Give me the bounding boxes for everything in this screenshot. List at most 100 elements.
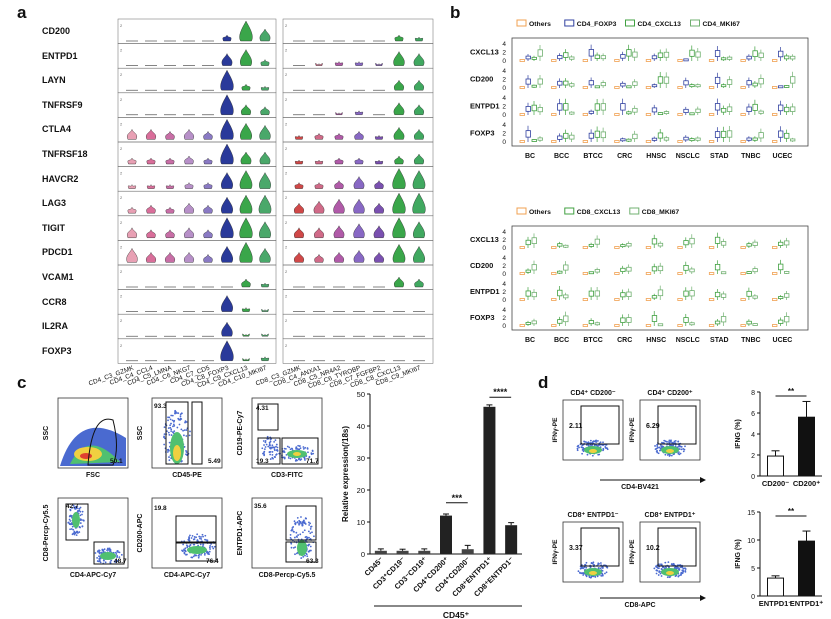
- boxplot-box: [772, 86, 778, 89]
- boxplot-box: [708, 272, 715, 275]
- boxplot-box: [525, 130, 531, 138]
- violin-cd8: [394, 276, 404, 288]
- boxplot-box: [663, 76, 670, 84]
- flow-dot: [72, 504, 75, 507]
- flow-dot: [269, 451, 272, 453]
- y-tick-label: 30: [357, 454, 365, 463]
- flow-dot: [202, 543, 204, 546]
- violin-cd8: [412, 170, 426, 189]
- flow-gate: [281, 437, 319, 465]
- boxplot-box: [582, 86, 589, 89]
- flow-dot: [674, 566, 677, 569]
- cancer-label: STAD: [710, 153, 729, 160]
- y-tick-label: 5: [751, 566, 755, 573]
- flow-dot: [174, 409, 177, 412]
- flow-dot: [596, 575, 599, 578]
- violin-cd4: [222, 34, 232, 42]
- violin-cd4: [146, 251, 156, 263]
- boxplot-box: [657, 112, 664, 116]
- boxplot-box: [778, 85, 784, 89]
- cancer-label: HNSC: [646, 337, 666, 344]
- axis-tick: 2: [120, 244, 123, 249]
- flow-dot: [585, 441, 587, 443]
- legend-swatch: [516, 207, 527, 215]
- boxplot-box: [708, 298, 715, 301]
- cancer-label: TNBC: [741, 153, 760, 160]
- boxplot-box: [740, 140, 746, 143]
- flow-dot: [656, 445, 659, 447]
- violin-cd4: [127, 206, 137, 214]
- violin-cd4: [260, 58, 270, 66]
- flow-dot: [289, 534, 292, 536]
- flow-dot: [176, 426, 179, 429]
- boxplot-box: [551, 140, 557, 143]
- flow-dot: [197, 556, 200, 559]
- violin-cd4: [261, 356, 269, 361]
- violin-cd4: [220, 69, 234, 91]
- flow-dot: [79, 526, 81, 529]
- flow-dot: [183, 548, 185, 551]
- axis-tick: 2: [285, 146, 288, 151]
- axis-tick: 2: [285, 269, 288, 274]
- violin-cd4: [165, 157, 175, 165]
- boxplot-gene-label: ENTPD1: [470, 102, 500, 111]
- flow-dot: [197, 544, 200, 547]
- boxplot-box: [557, 135, 563, 140]
- boxplot-ytick: 0: [502, 245, 506, 252]
- boxplot-box: [752, 82, 758, 87]
- boxplot-box: [557, 243, 563, 247]
- flow-dot: [290, 528, 293, 531]
- flow-dot: [659, 444, 662, 446]
- flow-dot: [303, 529, 306, 532]
- flow-dot: [275, 454, 277, 456]
- gene-label: ENTPD1: [42, 50, 78, 61]
- axis-tick: 2: [285, 171, 288, 176]
- boxplot-ytick: 4: [502, 41, 506, 48]
- flow-density: [297, 540, 307, 556]
- violin-cd8: [295, 134, 303, 140]
- boxplot-box: [714, 131, 721, 138]
- boxplot-box: [557, 80, 563, 86]
- violin-cd4: [220, 143, 234, 165]
- flow-dot: [304, 554, 306, 557]
- flow-dot: [200, 536, 202, 538]
- boxplot-box: [531, 139, 537, 142]
- violin-cd4: [259, 247, 271, 263]
- violin-cd4: [165, 229, 175, 238]
- boxplot-box: [600, 131, 607, 139]
- boxplot-ytick: 4: [502, 255, 506, 262]
- boxplot-box: [537, 49, 543, 57]
- axis-tick: 2: [120, 220, 123, 225]
- gene-label: FOXP3: [42, 345, 72, 356]
- flow-dot: [585, 561, 588, 564]
- flow-dot: [276, 446, 279, 449]
- axis-tick: 2: [285, 220, 288, 225]
- violin-cd8: [392, 168, 406, 189]
- flow-dot: [269, 446, 272, 449]
- boxplot-ytick: 2: [502, 104, 506, 111]
- flow-dot: [668, 576, 671, 579]
- flow-dot: [302, 447, 305, 450]
- violin-cd8: [355, 60, 363, 66]
- violin-cd8: [335, 112, 343, 115]
- flow-dot: [599, 441, 602, 444]
- flow-dot: [73, 507, 76, 510]
- flow-dot: [680, 448, 683, 451]
- flow-dot: [672, 444, 675, 447]
- y-tick-label: 6: [751, 411, 755, 418]
- flow-dot: [282, 456, 285, 459]
- boxplot-gene-label: ENTPD1: [470, 287, 500, 296]
- flow-title: CD4⁺ CD200⁺: [647, 390, 692, 397]
- flow-dot: [294, 553, 296, 556]
- flow-ylabel: CD200-APC: [137, 514, 144, 553]
- flow-dot: [583, 440, 585, 443]
- boxplot-box: [582, 324, 589, 327]
- boxplot-box: [689, 290, 695, 297]
- boxplot-box: [563, 315, 569, 323]
- boxplot-box: [614, 59, 620, 62]
- flow-dot: [681, 569, 684, 572]
- significance-label: ***: [452, 493, 463, 503]
- violin-cd4: [147, 183, 155, 189]
- violin-row-frame: [117, 338, 277, 364]
- boxplot-box: [626, 266, 632, 272]
